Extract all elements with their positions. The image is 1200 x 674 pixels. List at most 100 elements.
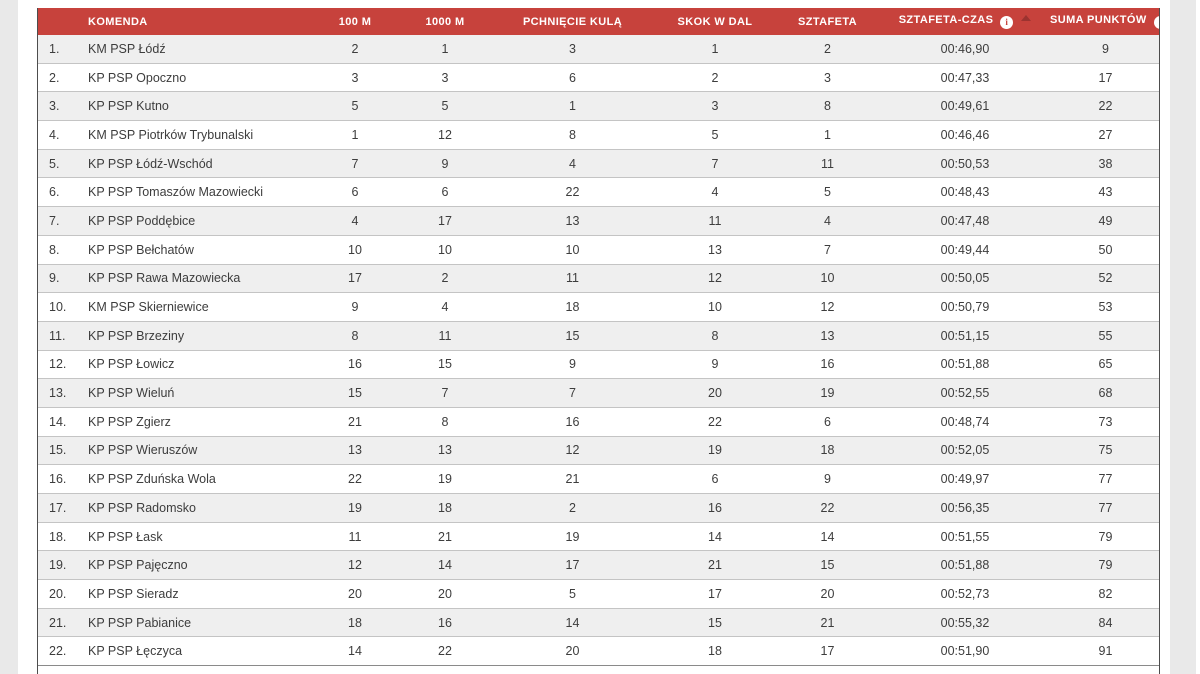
- cell-c1000m: 17: [400, 206, 490, 236]
- cell-skok: 8: [655, 321, 775, 351]
- cell-rank: 9.: [38, 264, 80, 294]
- cell-c100m: 5: [310, 91, 400, 122]
- cell-sztafeta: 19: [775, 378, 880, 408]
- cell-c1000m: 2: [400, 264, 490, 294]
- sort-asc-icon[interactable]: [1021, 15, 1032, 21]
- info-icon[interactable]: i: [1153, 16, 1159, 29]
- cell-kula: 1: [490, 91, 655, 122]
- cell-sztafeta: 8: [775, 91, 880, 122]
- cell-komenda: KP PSP Radomsko: [80, 493, 310, 523]
- cell-skok: 2: [655, 63, 775, 93]
- results-table-container: KOMENDA 100 M 1000 M PCHNIĘCIE KULĄ SKOK…: [37, 8, 1160, 674]
- cell-rank: 19.: [38, 550, 80, 581]
- cell-czas: 00:51,88: [880, 350, 1050, 380]
- cell-rank: 14.: [38, 407, 80, 437]
- cell-skok: 10: [655, 292, 775, 322]
- cell-kula: 5: [490, 579, 655, 609]
- cell-c1000m: 8: [400, 407, 490, 437]
- cell-komenda: KP PSP Łask: [80, 522, 310, 552]
- cell-skok: 22: [655, 407, 775, 437]
- cell-skok: 14: [655, 522, 775, 552]
- cell-c100m: 9: [310, 292, 400, 322]
- cell-c1000m: 4: [400, 292, 490, 322]
- column-header-label: SZTAFETA-CZAS: [898, 14, 994, 26]
- cell-rank: 8.: [38, 235, 80, 265]
- cell-c1000m: 22: [400, 636, 490, 667]
- cell-komenda: KP PSP Opoczno: [80, 63, 310, 93]
- cell-c1000m: 15: [400, 350, 490, 380]
- cell-kula: 10: [490, 235, 655, 265]
- cell-sztafeta: 5: [775, 177, 880, 208]
- cell-kula: 18: [490, 292, 655, 322]
- column-header-rank: [38, 8, 80, 35]
- cell-c100m: 8: [310, 321, 400, 351]
- column-header-skok-w-dal: SKOK W DAL: [655, 8, 775, 35]
- cell-suma: 65: [1050, 350, 1159, 380]
- cell-kula: 6: [490, 63, 655, 93]
- cell-sztafeta: 12: [775, 292, 880, 322]
- cell-skok: 17: [655, 579, 775, 609]
- cell-suma: 9: [1050, 35, 1159, 64]
- cell-c100m: 4: [310, 206, 400, 236]
- cell-czas: 00:52,05: [880, 436, 1050, 466]
- cell-komenda: KP PSP Sieradz: [80, 579, 310, 609]
- cell-rank: 11.: [38, 321, 80, 351]
- cell-komenda: KP PSP Kutno: [80, 91, 310, 122]
- cell-czas: 00:55,32: [880, 608, 1050, 638]
- cell-kula: 14: [490, 608, 655, 638]
- cell-komenda: KM PSP Łódź: [80, 35, 310, 64]
- cell-skok: 1: [655, 35, 775, 64]
- cell-kula: 19: [490, 522, 655, 552]
- cell-c100m: 12: [310, 550, 400, 581]
- cell-suma: 84: [1050, 608, 1159, 638]
- cell-c1000m: 3: [400, 63, 490, 93]
- cell-kula: 7: [490, 378, 655, 408]
- table-row: 19. KP PSP Pajęczno 12 14 17 21 15 00:51,88 79: [38, 550, 1159, 581]
- column-header-label: SUMA PUNKTÓW: [1050, 14, 1147, 26]
- cell-c100m: 1: [310, 120, 400, 150]
- table-row: 16. KP PSP Zduńska Wola 22 19 21 6 9 00:49,97 77: [38, 464, 1159, 494]
- cell-skok: 4: [655, 177, 775, 208]
- cell-c100m: 17: [310, 264, 400, 294]
- cell-kula: 21: [490, 464, 655, 494]
- column-header-suma-punktow[interactable]: SUMA PUNKTÓW i: [1050, 8, 1159, 35]
- cell-czas: 00:51,88: [880, 550, 1050, 581]
- table-row: 4. KM PSP Piotrków Trybunalski 1 12 8 5 1 00:46…: [38, 120, 1159, 150]
- cell-komenda: KP PSP Łęczyca: [80, 636, 310, 667]
- column-header-sztafeta-czas[interactable]: SZTAFETA-CZAS i: [880, 8, 1050, 35]
- cell-c100m: 16: [310, 350, 400, 380]
- cell-czas: 00:52,55: [880, 378, 1050, 408]
- table-row: 18. KP PSP Łask 11 21 19 14 14 00:51,55 79: [38, 522, 1159, 552]
- cell-c1000m: 16: [400, 608, 490, 638]
- table-row: 6. KP PSP Tomaszów Mazowiecki 6 6 22 4 5 00:48,…: [38, 177, 1159, 208]
- cell-czas: 00:50,05: [880, 264, 1050, 294]
- cell-suma: 17: [1050, 63, 1159, 93]
- cell-c1000m: 9: [400, 149, 490, 179]
- cell-skok: 20: [655, 378, 775, 408]
- table-row: 1. KM PSP Łódź 2 1 3 1 2 00:46,90 9: [38, 35, 1159, 64]
- cell-sztafeta: 22: [775, 493, 880, 523]
- cell-rank: 5.: [38, 149, 80, 179]
- cell-kula: 13: [490, 206, 655, 236]
- cell-sztafeta: 7: [775, 235, 880, 265]
- cell-suma: 50: [1050, 235, 1159, 265]
- cell-sztafeta: 11: [775, 149, 880, 179]
- cell-sztafeta: 18: [775, 436, 880, 466]
- table-body: 1. KM PSP Łódź 2 1 3 1 2 00:46,90 9 2. KP PSP Opoc…: [38, 35, 1159, 667]
- cell-sztafeta: 16: [775, 350, 880, 380]
- cell-rank: 3.: [38, 91, 80, 122]
- cell-komenda: KP PSP Tomaszów Mazowiecki: [80, 177, 310, 208]
- cell-c1000m: 12: [400, 120, 490, 150]
- cell-suma: 77: [1050, 464, 1159, 494]
- table-row: 17. KP PSP Radomsko 19 18 2 16 22 00:56,35 77: [38, 493, 1159, 523]
- cell-komenda: KP PSP Bełchatów: [80, 235, 310, 265]
- cell-suma: 22: [1050, 91, 1159, 122]
- cell-suma: 38: [1050, 149, 1159, 179]
- cell-czas: 00:52,73: [880, 579, 1050, 609]
- table-row: 14. KP PSP Zgierz 21 8 16 22 6 00:48,74 73: [38, 407, 1159, 437]
- info-icon[interactable]: i: [1000, 16, 1014, 29]
- cell-kula: 22: [490, 177, 655, 208]
- cell-sztafeta: 6: [775, 407, 880, 437]
- cell-c1000m: 11: [400, 321, 490, 351]
- cell-skok: 6: [655, 464, 775, 494]
